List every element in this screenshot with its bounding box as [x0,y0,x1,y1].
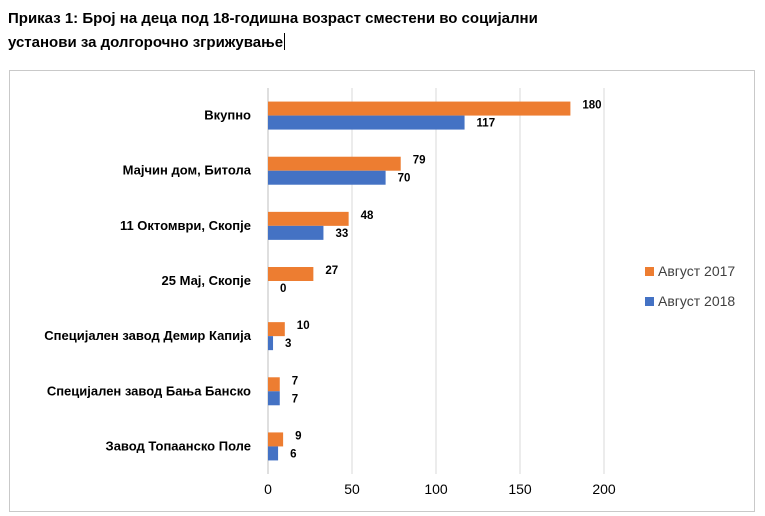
title-line-2-text: установи за долгорочно згрижување [8,34,284,51]
data-label: 33 [335,228,348,240]
bar-aug-2017 [268,156,401,171]
category-label: Специјален завод Бања Банско [47,383,251,398]
category-label: Вкупно [204,108,251,123]
legend-label: Август 2018 [658,293,735,309]
x-tick-label: 100 [424,481,448,497]
bar-aug-2017 [268,377,280,392]
title-line-1: Приказ 1: Број на деца под 18-годишна во… [8,10,538,27]
data-label: 3 [285,338,291,350]
bar-aug-2018 [268,115,465,130]
bar-aug-2017 [268,211,349,226]
text-cursor [284,33,286,50]
x-tick-label: 150 [508,481,532,497]
chart-frame[interactable] [9,70,755,512]
data-label: 70 [398,173,411,185]
x-tick-label: 0 [264,481,272,497]
data-label: 27 [325,265,338,277]
bar-aug-2017 [268,101,571,116]
legend-swatch [645,297,654,306]
legend-swatch [645,267,654,276]
data-label: 79 [413,155,426,167]
bar-aug-2018 [268,225,324,240]
bar-aug-2018 [268,336,274,351]
chart-title: Приказ 1: Број на деца под 18-годишна во… [8,7,748,55]
legend-label: Август 2017 [658,263,735,279]
category-label: Специјален завод Демир Капија [44,328,251,343]
x-tick-label: 50 [344,481,360,497]
bar-aug-2018 [268,446,279,461]
data-label: 180 [582,100,601,112]
data-label: 7 [292,393,298,405]
category-label: Завод Топаанско Поле [106,438,251,453]
category-label: 25 Мај, Скопје [162,273,251,288]
data-label: 48 [361,210,374,222]
data-label: 0 [280,283,286,295]
bar-aug-2017 [268,267,314,281]
bar-aug-2018 [268,170,386,185]
data-label: 7 [292,375,298,387]
data-label: 117 [477,118,496,130]
data-label: 9 [295,430,301,442]
data-label: 10 [297,320,310,332]
bar-aug-2017 [268,322,285,337]
category-label: Мајчин дом, Битола [123,163,252,178]
x-tick-label: 200 [592,481,616,497]
bar-aug-2017 [268,432,284,447]
bar-aug-2018 [268,391,280,406]
category-label: 11 Октомври, Скопје [120,218,251,233]
data-label: 6 [290,448,296,460]
title-line-2: установи за долгорочно згрижување [8,31,748,55]
